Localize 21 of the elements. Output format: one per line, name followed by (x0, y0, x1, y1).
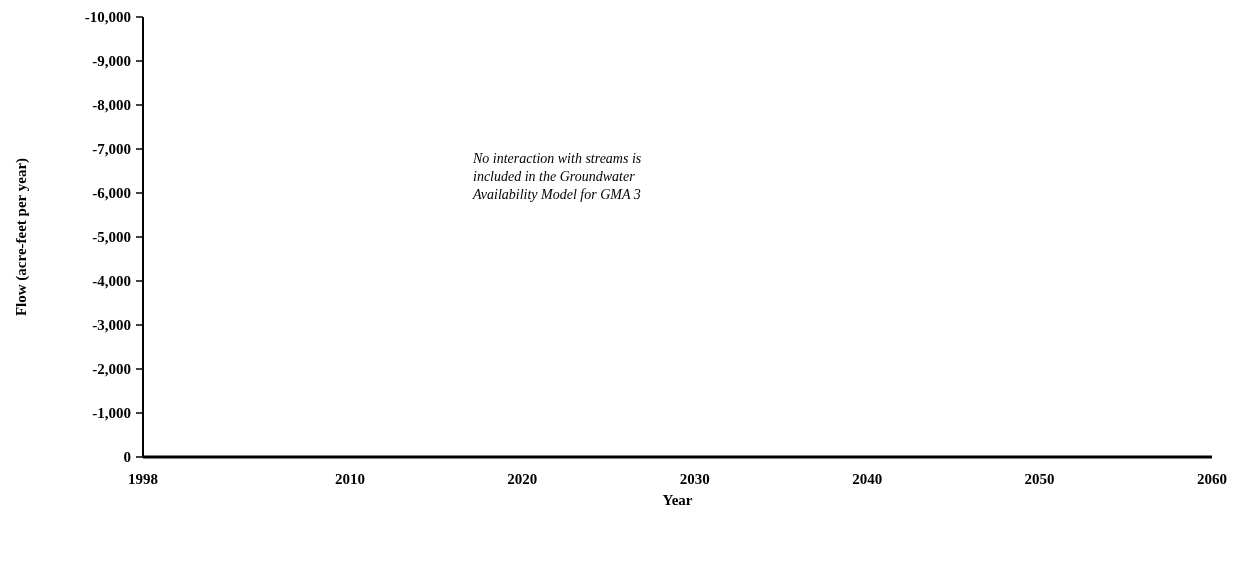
y-tick-label: -3,000 (92, 317, 131, 334)
y-tick-label: -6,000 (92, 185, 131, 202)
x-tick-label: 2010 (334, 471, 365, 488)
y-tick-label: -9,000 (92, 53, 131, 70)
x-tick-label: 1998 (128, 471, 158, 488)
y-tick-label: 0 (123, 449, 131, 466)
y-tick-label: -2,000 (92, 361, 131, 378)
y-tick-label: -7,000 (92, 141, 131, 158)
y-tick-label: -4,000 (92, 273, 131, 290)
x-tick-label: 2020 (507, 471, 538, 488)
y-axis-title: Flow (acre-feet per year) (13, 157, 30, 317)
x-tick-label: 2050 (1024, 471, 1055, 488)
y-tick-label: -10,000 (84, 9, 131, 26)
x-axis-title: Year (662, 492, 693, 508)
x-tick-label: 2060 (1197, 471, 1227, 488)
annotation: No interaction with streams is included in the Groundwater Availability Model for GMA 3 (472, 151, 642, 202)
x-tick-label: 2040 (852, 471, 883, 488)
y-tick-label: -8,000 (92, 97, 131, 114)
y-tick-label: -1,000 (92, 405, 131, 422)
y-tick-label: -5,000 (92, 229, 131, 246)
x-tick-label: 2030 (679, 471, 710, 488)
